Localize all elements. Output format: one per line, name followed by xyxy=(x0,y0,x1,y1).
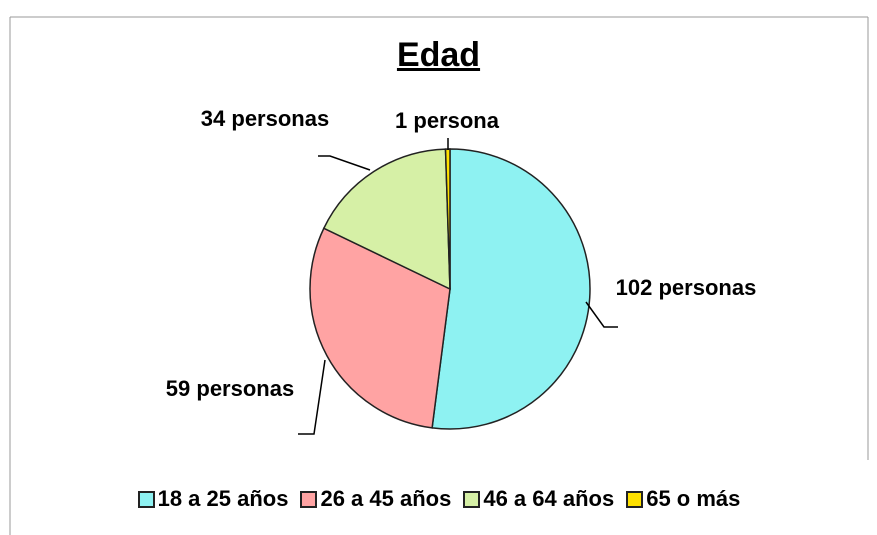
legend-swatch xyxy=(626,490,644,508)
legend-item: 46 a 64 años xyxy=(463,486,614,512)
data-label: 1 persona xyxy=(395,108,499,133)
leader-line xyxy=(585,301,618,328)
leader-line xyxy=(318,155,371,171)
legend-swatch xyxy=(300,490,318,508)
legend-item: 65 o más xyxy=(626,486,740,512)
pie-slice xyxy=(322,148,451,291)
legend-item: 18 a 25 años xyxy=(137,486,289,512)
legend-swatch xyxy=(137,490,155,508)
chart-title: Edad xyxy=(396,36,481,74)
legend-label: 26 a 45 años xyxy=(320,486,452,511)
data-label: 102 personas xyxy=(615,275,757,300)
legend-item: 26 a 45 años xyxy=(300,486,451,512)
data-label: 34 personas xyxy=(200,106,330,131)
pie-slice xyxy=(431,148,591,430)
legend-label: 46 a 64 años xyxy=(483,486,615,511)
legend-swatch xyxy=(463,490,481,508)
legend: 18 a 25 años 26 a 45 años 46 a 64 años 65 o… xyxy=(10,486,868,512)
pie xyxy=(309,148,591,430)
data-label: 59 personas xyxy=(165,376,295,401)
pie-slice xyxy=(309,227,451,429)
leader-line xyxy=(298,359,326,435)
legend-label: 65 o más xyxy=(646,486,741,511)
legend-label: 18 a 25 años xyxy=(157,486,289,511)
